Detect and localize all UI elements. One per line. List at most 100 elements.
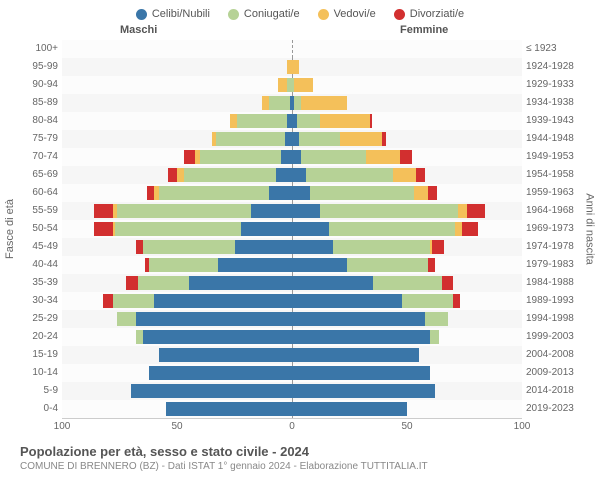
- legend-label: Divorziati/e: [410, 8, 464, 20]
- bar-segment: [299, 132, 340, 146]
- bar-male: [262, 96, 292, 110]
- bar-segment: [462, 222, 478, 236]
- bar-segment: [292, 330, 430, 344]
- bar-segment: [458, 204, 467, 218]
- age-label: 50-54: [20, 220, 58, 238]
- bar-segment: [294, 78, 312, 92]
- age-label: 5-9: [20, 382, 58, 400]
- year-label: 1929-1933: [526, 76, 580, 94]
- year-label: 1944-1948: [526, 130, 580, 148]
- bar-segment: [113, 294, 154, 308]
- bar-segment: [149, 366, 292, 380]
- bar-segment: [269, 186, 292, 200]
- male-header: Maschi: [120, 24, 157, 36]
- chart-row: 30-341989-1993: [20, 292, 580, 310]
- year-label: 1989-1993: [526, 292, 580, 310]
- bar-female: [292, 204, 485, 218]
- bar-segment: [347, 258, 428, 272]
- bar-male: [159, 348, 292, 362]
- plot-area: Fasce di età Anni di nascita 100+≤ 19239…: [20, 40, 580, 418]
- bar-male: [103, 294, 292, 308]
- chart-row: 50-541969-1973: [20, 220, 580, 238]
- age-label: 90-94: [20, 76, 58, 94]
- bar-segment: [115, 222, 242, 236]
- bar-segment: [292, 150, 301, 164]
- bar-female: [292, 348, 419, 362]
- chart-row: 100+ ≤ 1923: [20, 40, 580, 58]
- age-label: 80-84: [20, 112, 58, 130]
- year-label: 1979-1983: [526, 256, 580, 274]
- bar-segment: [428, 258, 435, 272]
- age-label: 75-79: [20, 130, 58, 148]
- year-label: 1949-1953: [526, 148, 580, 166]
- bar-male: [230, 114, 292, 128]
- year-label: 1974-1978: [526, 238, 580, 256]
- bar-male: [166, 402, 293, 416]
- bar-female: [292, 78, 313, 92]
- bar-segment: [292, 276, 373, 290]
- bar-segment: [147, 186, 154, 200]
- footer-title: Popolazione per età, sesso e stato civil…: [20, 444, 580, 459]
- age-label: 70-74: [20, 148, 58, 166]
- bar-segment: [292, 168, 306, 182]
- bar-female: [292, 402, 407, 416]
- bar-male: [147, 186, 292, 200]
- bar-segment: [333, 240, 430, 254]
- age-label: 85-89: [20, 94, 58, 112]
- chart-row: 40-44 1979-1983: [20, 256, 580, 274]
- bar-segment: [373, 276, 442, 290]
- bar-female: [292, 384, 435, 398]
- year-label: ≤ 1923: [526, 40, 580, 58]
- chart-row: 95-991924-1928: [20, 58, 580, 76]
- age-label: 55-59: [20, 202, 58, 220]
- bar-segment: [276, 168, 292, 182]
- bar-segment: [340, 132, 381, 146]
- bar-segment: [400, 150, 412, 164]
- bar-segment: [218, 258, 292, 272]
- bar-segment: [126, 276, 138, 290]
- bar-female: [292, 258, 435, 272]
- bar-segment: [425, 312, 448, 326]
- age-label: 10-14: [20, 364, 58, 382]
- bar-female: [292, 96, 347, 110]
- year-label: 2004-2008: [526, 346, 580, 364]
- year-label: 1964-1968: [526, 202, 580, 220]
- bar-female: [292, 150, 412, 164]
- chart-row: 15-192004-2008: [20, 346, 580, 364]
- bar-segment: [292, 240, 333, 254]
- year-label: 1954-1958: [526, 166, 580, 184]
- bar-segment: [154, 294, 292, 308]
- bar-segment: [103, 294, 112, 308]
- legend-item: Vedovi/e: [318, 8, 376, 20]
- bar-segment: [320, 114, 371, 128]
- legend-swatch: [136, 9, 147, 20]
- bar-male: [278, 78, 292, 92]
- bar-segment: [138, 276, 189, 290]
- legend: Celibi/Nubili Coniugati/e Vedovi/e Divorzia…: [0, 0, 600, 24]
- bar-segment: [430, 330, 439, 344]
- y-left-title: Fasce di età: [4, 199, 16, 259]
- year-label: 2014-2018: [526, 382, 580, 400]
- bar-segment: [292, 60, 299, 74]
- legend-item: Divorziati/e: [394, 8, 464, 20]
- bar-segment: [393, 168, 416, 182]
- legend-label: Coniugati/e: [244, 8, 300, 20]
- bar-female: [292, 312, 448, 326]
- chart-row: 20-241999-2003: [20, 328, 580, 346]
- chart-row: 25-291994-1998: [20, 310, 580, 328]
- age-label: 40-44: [20, 256, 58, 274]
- bar-male: [168, 168, 292, 182]
- legend-label: Celibi/Nubili: [152, 8, 210, 20]
- bar-segment: [269, 96, 290, 110]
- age-label: 60-64: [20, 184, 58, 202]
- year-label: 2009-2013: [526, 364, 580, 382]
- bar-segment: [131, 384, 292, 398]
- age-label: 100+: [20, 40, 58, 58]
- bar-segment: [301, 150, 365, 164]
- bar-segment: [143, 240, 235, 254]
- bar-segment: [292, 258, 347, 272]
- x-tick: 0: [289, 421, 295, 432]
- footer-sub: COMUNE DI BRENNERO (BZ) - Dati ISTAT 1° …: [20, 461, 580, 472]
- bar-segment: [442, 276, 454, 290]
- bar-segment: [200, 150, 281, 164]
